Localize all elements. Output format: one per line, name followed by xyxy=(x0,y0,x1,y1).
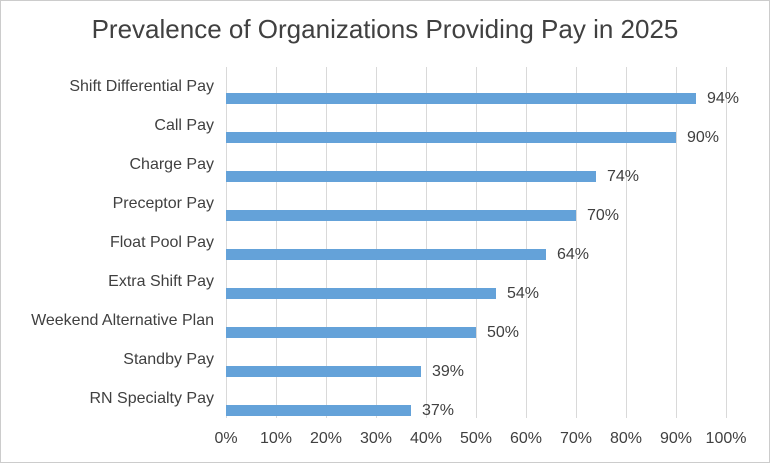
gridline xyxy=(276,67,277,418)
x-tick-label: 100% xyxy=(705,430,747,447)
bar xyxy=(226,249,546,260)
gridline xyxy=(626,67,627,418)
x-tick-label: 90% xyxy=(659,430,693,447)
data-label: 54% xyxy=(507,285,540,302)
data-label: 70% xyxy=(587,207,620,224)
gridline xyxy=(726,67,727,418)
data-label: 94% xyxy=(707,90,740,107)
x-tick-label: 60% xyxy=(509,430,543,447)
x-tick-label: 70% xyxy=(559,430,593,447)
category-label: RN Specialty Pay xyxy=(89,390,215,407)
bar xyxy=(226,210,576,221)
data-label: 64% xyxy=(557,246,590,263)
x-tick-label: 30% xyxy=(359,430,393,447)
category-label: Call Pay xyxy=(154,117,214,134)
x-tick-label: 0% xyxy=(214,430,238,447)
x-tick-label: 20% xyxy=(309,430,343,447)
bar xyxy=(226,366,421,377)
x-tick-label: 50% xyxy=(459,430,493,447)
data-label: 37% xyxy=(422,402,455,419)
chart-title: Prevalence of Organizations Providing Pa… xyxy=(91,14,679,44)
category-label: Charge Pay xyxy=(129,156,215,173)
gridline xyxy=(526,67,527,418)
data-label: 50% xyxy=(487,324,520,341)
category-label: Float Pool Pay xyxy=(109,234,214,251)
category-label: Weekend Alternative Plan xyxy=(31,312,214,329)
data-label: 39% xyxy=(432,363,465,380)
data-label: 90% xyxy=(687,129,720,146)
bar xyxy=(226,93,696,104)
gridline xyxy=(376,67,377,418)
bar xyxy=(226,405,411,416)
gridline xyxy=(576,67,577,418)
bar xyxy=(226,327,476,338)
x-tick-label: 10% xyxy=(259,430,293,447)
category-label: Standby Pay xyxy=(123,351,214,368)
bar xyxy=(226,171,596,182)
category-label: Preceptor Pay xyxy=(112,195,214,212)
gridline xyxy=(226,67,227,418)
plot-area: 94% 90% 74% 70% 64% 54% 50% 39% 37% xyxy=(226,67,739,419)
bar xyxy=(226,288,496,299)
category-label: Shift Differential Pay xyxy=(69,78,214,95)
data-label: 74% xyxy=(607,168,640,185)
gridline xyxy=(426,67,427,418)
gridline xyxy=(326,67,327,418)
gridline xyxy=(676,67,677,418)
x-tick-label: 40% xyxy=(409,430,443,447)
x-tick-label: 80% xyxy=(609,430,643,447)
gridline xyxy=(476,67,477,418)
bar xyxy=(226,132,676,143)
category-label: Extra Shift Pay xyxy=(108,273,214,290)
